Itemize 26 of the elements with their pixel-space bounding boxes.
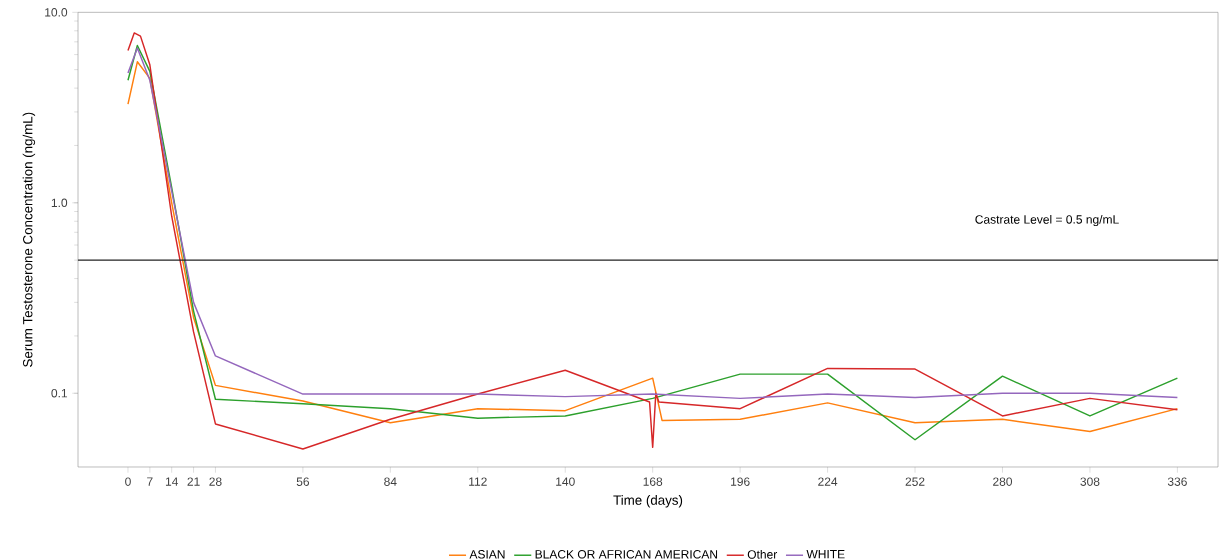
x-tick-label: 196 — [731, 477, 750, 486]
x-tick-label: 21 — [187, 477, 200, 486]
x-tick-label: 224 — [818, 477, 838, 486]
y-axis-title: Serum Testosterone Concentration (ng/mL) — [22, 112, 36, 367]
y-tick-label: 1.0 — [51, 198, 68, 208]
y-tick-label: 10.0 — [45, 8, 68, 17]
x-tick-label: 56 — [296, 477, 310, 486]
x-tick-label: 168 — [643, 477, 663, 486]
x-tick-label: 0 — [125, 477, 131, 486]
x-tick-label: 84 — [384, 477, 397, 486]
x-tick-label: 112 — [469, 477, 487, 486]
legend-label: ASIAN — [469, 550, 505, 559]
y-tick-label: 0.1 — [51, 388, 68, 398]
x-tick-label: 7 — [147, 477, 153, 486]
x-tick-label: 28 — [209, 477, 222, 486]
x-tick-label: 14 — [165, 477, 179, 486]
x-tick-label: 252 — [905, 477, 925, 486]
ref-line-label: Castrate Level = 0.5 ng/mL — [975, 214, 1119, 227]
x-tick-label: 140 — [556, 477, 575, 486]
legend-label: BLACK OR AFRICAN AMERICAN — [535, 550, 718, 559]
legend-label: Other — [747, 549, 778, 559]
x-axis-title: Time (days) — [613, 495, 683, 508]
x-tick-label: 308 — [1080, 477, 1100, 486]
x-tick-label: 336 — [1167, 477, 1187, 486]
x-tick-label: 280 — [993, 477, 1013, 486]
legend-label: WHITE — [806, 550, 845, 559]
